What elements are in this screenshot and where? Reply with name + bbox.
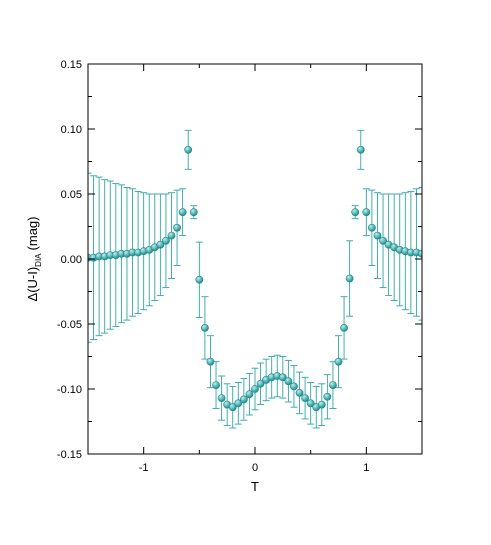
data-point <box>329 381 337 389</box>
data-point <box>234 399 243 408</box>
data-point <box>184 145 193 154</box>
data-point <box>217 394 226 402</box>
data-point <box>373 231 382 240</box>
data-point <box>212 381 220 389</box>
y-tick-label: 0.05 <box>61 189 82 201</box>
data-point <box>351 208 360 217</box>
data-point <box>323 392 332 401</box>
data-point <box>245 390 254 399</box>
data-point <box>340 323 348 332</box>
data-point <box>156 240 165 249</box>
data-point <box>239 395 248 404</box>
svg-text:Δ(U-I)DIA(mag): Δ(U-I)DIA (mag) <box>25 217 43 302</box>
y-tick-label: 0.15 <box>61 59 82 71</box>
x-tick-label: 1 <box>363 462 369 474</box>
data-point <box>301 394 309 402</box>
y-tick-label: 0.00 <box>61 254 82 266</box>
data-point <box>284 377 293 386</box>
data-point <box>228 403 237 412</box>
ticks-layer <box>87 63 423 455</box>
data-point <box>173 223 181 232</box>
data-point <box>256 379 265 388</box>
data-point <box>379 236 387 245</box>
data-point <box>362 208 371 217</box>
data-point <box>306 399 315 408</box>
x-axis-label: T <box>251 479 259 494</box>
data-point <box>167 231 176 240</box>
data-point <box>206 357 215 366</box>
y-tick-label: -0.15 <box>57 449 82 461</box>
markers-layer <box>88 145 422 412</box>
data-point <box>295 388 304 397</box>
y-axis-label-unit: (mag) <box>25 217 40 251</box>
x-tick-label: -1 <box>139 462 149 474</box>
data-point <box>367 223 376 232</box>
data-point <box>356 145 365 154</box>
y-tick-label: -0.05 <box>57 319 82 331</box>
errorbar <box>418 187 422 321</box>
data-point <box>345 274 354 283</box>
y-tick-label: 0.10 <box>61 124 82 136</box>
errorbars-layer <box>88 129 422 429</box>
y-axis-label-sub: DIA <box>34 253 43 267</box>
x-tick-label: 0 <box>252 462 258 474</box>
data-point <box>334 357 343 366</box>
data-point <box>189 208 198 217</box>
y-tick-label: -0.10 <box>57 384 82 396</box>
errorbar <box>88 172 92 343</box>
data-point <box>278 373 287 382</box>
data-point <box>178 208 187 217</box>
data-point <box>200 323 209 332</box>
y-axis-label-main: Δ(U-I) <box>25 267 40 302</box>
tick-labels-layer: -1 0 1 -0.15 -0.10 -0.05 0.00 0.05 0.10 0.15 <box>57 59 369 474</box>
data-point <box>195 275 204 284</box>
data-point <box>290 382 298 391</box>
data-point <box>317 400 326 409</box>
data-point <box>251 385 259 393</box>
data-point <box>162 236 170 245</box>
y-axis-label: Δ(U-I)DIA (mag) <box>25 217 43 302</box>
